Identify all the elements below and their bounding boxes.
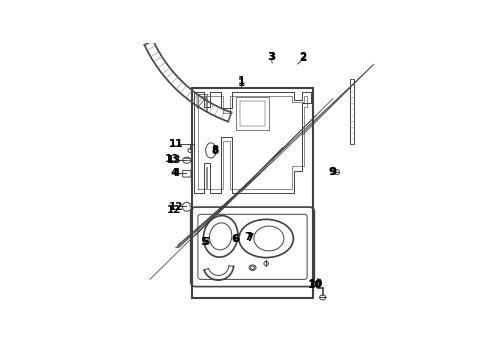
Text: 10: 10 — [308, 280, 322, 290]
Text: 2: 2 — [299, 53, 306, 63]
Text: 8: 8 — [211, 145, 218, 155]
Text: 7: 7 — [246, 233, 254, 243]
Text: 12: 12 — [169, 202, 183, 212]
Text: 5: 5 — [202, 237, 209, 247]
Text: 7: 7 — [245, 232, 252, 242]
Text: 6: 6 — [232, 234, 240, 244]
Bar — [236, 97, 269, 130]
Text: 1: 1 — [238, 78, 245, 88]
Text: 3: 3 — [269, 52, 275, 62]
Text: 4: 4 — [171, 168, 178, 178]
Text: 2: 2 — [299, 52, 306, 62]
Text: 6: 6 — [232, 234, 239, 244]
Text: 12: 12 — [167, 204, 181, 215]
Text: 9: 9 — [329, 167, 337, 177]
Text: 10: 10 — [309, 279, 323, 289]
Text: 5: 5 — [200, 237, 208, 247]
Text: 11: 11 — [169, 139, 183, 149]
Bar — [192, 87, 314, 298]
Text: 9: 9 — [328, 167, 336, 177]
Text: 13: 13 — [165, 154, 179, 164]
Text: 8: 8 — [212, 146, 219, 156]
Text: 13: 13 — [167, 155, 181, 165]
Text: 3: 3 — [268, 51, 275, 62]
Bar — [240, 101, 265, 126]
Text: 11: 11 — [169, 139, 183, 149]
Text: 1: 1 — [238, 76, 245, 86]
Text: 4: 4 — [172, 168, 179, 178]
